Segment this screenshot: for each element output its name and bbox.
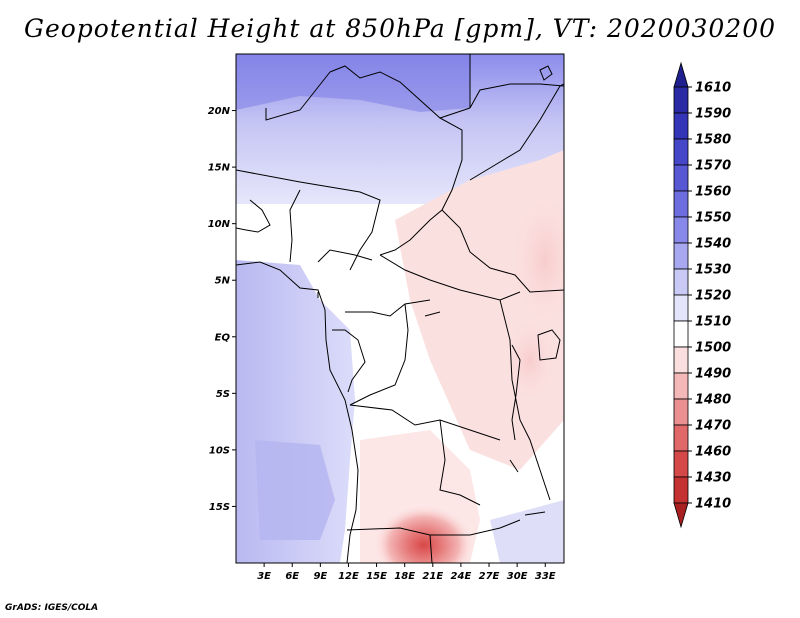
- lat-tick-label: 15S: [209, 502, 230, 513]
- colorbar-segment: [673, 216, 689, 244]
- lon-tick-label: 27E: [479, 571, 500, 582]
- colorbar-segment: [673, 112, 689, 140]
- lat-tick-label: 10N: [208, 219, 231, 230]
- lon-tick-label: 12E: [338, 571, 359, 582]
- colorbar-top-arrow: [673, 61, 689, 88]
- lake-region-low: [500, 310, 560, 410]
- colorbar-segment: [673, 268, 689, 296]
- colorbar-segment: [673, 320, 689, 348]
- colorbar-segment: [673, 424, 689, 452]
- colorbar-label: 1540: [695, 237, 731, 252]
- lon-tick-label: 33E: [535, 571, 556, 582]
- chart-title: Geopotential Height at 850hPa [gpm], VT:…: [23, 14, 777, 43]
- lon-tick-label: 15E: [366, 571, 387, 582]
- lon-tick-label: 6E: [285, 571, 299, 582]
- lon-tick-label: 3E: [257, 571, 271, 582]
- latitude-axis: 20N 15N 10N 5N EQ 5S 10S 15S: [208, 106, 236, 513]
- colorbar-segment: [673, 450, 689, 478]
- plot-frame: [235, 53, 565, 564]
- colorbar-segment: [673, 346, 689, 374]
- colorbar-segment: [673, 138, 689, 166]
- colorbar-label: 1570: [695, 159, 731, 174]
- country-borders: [236, 54, 564, 563]
- colorbar-label: 1590: [695, 107, 731, 122]
- colorbar-segment: [673, 398, 689, 426]
- colorbar-label: 1610: [695, 81, 731, 96]
- colorbar-segment: [673, 294, 689, 322]
- colorbar-label: 1490: [695, 367, 731, 382]
- colorbar: 1610 1590 1580 1570 1560 1550 1540 1530 1520 1510…: [673, 61, 731, 529]
- colorbar-label: 1480: [695, 393, 731, 408]
- colorbar-bottom-arrow: [673, 502, 689, 529]
- colorbar-segment: [673, 164, 689, 192]
- colorbar-label: 1430: [695, 471, 731, 486]
- longitude-axis: 3E 6E 9E 12E 15E 18E 21E 24E 27E 30E 33E: [257, 563, 556, 582]
- lat-tick-label: 15N: [208, 163, 231, 174]
- lon-tick-label: 9E: [313, 571, 327, 582]
- colorbar-label: 1580: [695, 133, 731, 148]
- east-low-lobe: [505, 180, 564, 340]
- colorbar-label: 1510: [695, 315, 731, 330]
- lon-tick-label: 30E: [507, 571, 528, 582]
- colorbar-label: 1520: [695, 289, 731, 304]
- colorbar-segment: [673, 372, 689, 400]
- colorbar-segment: [673, 86, 689, 114]
- colorbar-label: 1530: [695, 263, 731, 278]
- colorbar-segment: [673, 190, 689, 218]
- colorbar-label: 1460: [695, 445, 731, 460]
- lon-tick-label: 21E: [422, 571, 443, 582]
- lon-tick-label: 18E: [394, 571, 415, 582]
- lon-tick-label: 24E: [451, 571, 472, 582]
- colorbar-label: 1550: [695, 211, 731, 226]
- colorbar-segment: [673, 242, 689, 270]
- grads-credit: GrADS: IGES/COLA: [5, 603, 99, 613]
- lat-tick-label: 5S: [216, 389, 230, 400]
- height-field: [236, 54, 564, 563]
- lat-tick-label: 20N: [208, 106, 231, 117]
- southeast-high: [490, 500, 564, 563]
- lat-tick-label: 10S: [209, 445, 230, 456]
- sahara-high-core: [236, 54, 470, 112]
- lat-tick-label: EQ: [215, 332, 231, 343]
- colorbar-label: 1560: [695, 185, 731, 200]
- colorbar-label: 1500: [695, 341, 731, 356]
- colorbar-label: 1410: [695, 497, 731, 512]
- lat-tick-label: 5N: [215, 276, 231, 287]
- colorbar-label: 1470: [695, 419, 731, 434]
- colorbar-segment: [673, 476, 689, 504]
- atlantic-high-core: [255, 440, 335, 540]
